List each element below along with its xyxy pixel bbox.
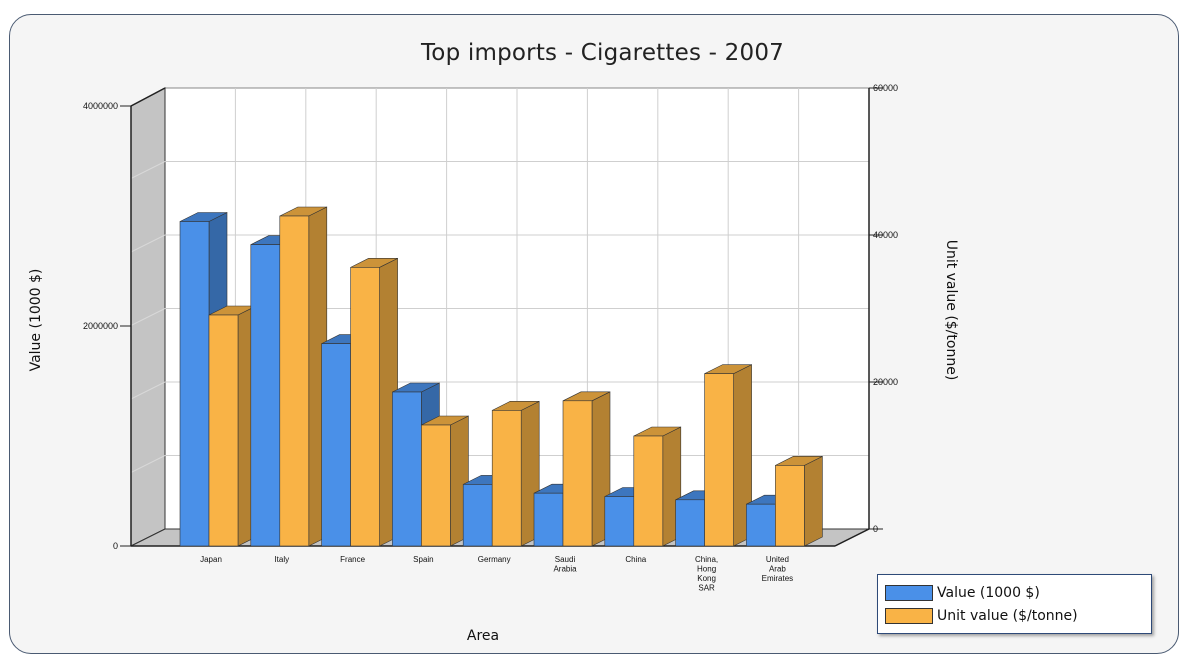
bar-unit-value-0-front	[208, 314, 239, 547]
bar-value-1-front	[250, 244, 281, 547]
legend-item-unit-value: Unit value ($/tonne)	[885, 606, 1078, 626]
grid-line-side	[130, 234, 166, 253]
bar-unit-value-2-front	[350, 267, 380, 547]
bar-unit-value-8	[775, 455, 823, 547]
y2-tick-label: 0	[873, 524, 878, 534]
x-tick-label: Saudi	[555, 555, 576, 564]
bar-unit-value-3	[421, 415, 469, 547]
bar-value-5-front	[533, 492, 564, 547]
bar-unit-value-5-front	[562, 400, 593, 547]
x-tick-label: Italy	[274, 555, 289, 564]
grid-line-side	[130, 381, 166, 400]
legend-swatch-unit-value	[885, 608, 933, 624]
y-tick-label: 2000000	[83, 321, 118, 331]
y-tick-label: 4000000	[83, 101, 118, 111]
x-tick-label: SAR	[698, 584, 715, 593]
bar-unit-value-1	[279, 206, 328, 547]
x-axis-depth-right	[834, 528, 870, 547]
bar-unit-value-0	[208, 305, 257, 547]
x-tick-label: Kong	[697, 574, 716, 583]
bar-unit-value-1-front	[279, 215, 310, 547]
x-tick-label: Spain	[413, 555, 433, 564]
y-axis-depth-top	[130, 87, 166, 107]
bar-value-8-front	[746, 503, 776, 547]
bar-value-7-front	[675, 499, 705, 547]
bar-unit-value-7-front	[704, 373, 734, 547]
legend-label-value: Value (1000 $)	[937, 585, 1040, 601]
x-axis-label: Area	[466, 628, 500, 644]
bar-value-6-front	[604, 496, 635, 547]
bar-unit-value-6	[633, 426, 682, 547]
grid-line-side	[130, 455, 166, 473]
x-tick-label: Germany	[478, 555, 511, 564]
bar-unit-value-4-front	[491, 410, 522, 547]
y2-tick-label: 60000	[873, 83, 898, 93]
x-tick-label: Japan	[200, 555, 222, 564]
bar-value-3-front	[392, 391, 422, 547]
x-tick-label: Arab	[769, 565, 786, 574]
legend-item-value: Value (1000 $)	[885, 583, 1040, 603]
bar-value-4-front	[462, 484, 493, 547]
bar-unit-value-6-front	[633, 435, 664, 547]
bar-unit-value-8-front	[775, 465, 805, 547]
grid-line-side	[130, 308, 166, 326]
legend-label-unit-value: Unit value ($/tonne)	[937, 608, 1078, 624]
x-tick-label: United	[766, 555, 789, 564]
x-tick-label: Hong	[697, 565, 716, 574]
bar-unit-value-5	[562, 391, 611, 547]
y2-tick-label: 20000	[873, 377, 898, 387]
y-tick-label: 0	[113, 541, 118, 551]
bar-value-0-front	[179, 221, 210, 547]
bar-unit-value-2	[350, 257, 398, 547]
x-tick-label: China	[625, 555, 646, 564]
bar-unit-value-8-side	[804, 455, 823, 547]
x-tick-label: China,	[695, 555, 718, 564]
x-tick-label: Arabia	[553, 565, 577, 574]
bar-unit-value-7	[704, 364, 752, 547]
y2-tick-label: 40000	[873, 230, 898, 240]
x-tick-label: Emirates	[762, 574, 794, 583]
grid-line-side	[130, 161, 166, 179]
x-tick-label: France	[340, 555, 365, 564]
bar-unit-value-3-front	[421, 424, 451, 547]
legend-swatch-value	[885, 585, 933, 601]
bar-value-2-front	[321, 343, 351, 547]
bar-unit-value-4	[491, 400, 540, 547]
legend: Value (1000 $) Unit value ($/tonne)	[877, 574, 1152, 634]
chart-title: Top imports - Cigarettes - 2007	[420, 40, 785, 66]
